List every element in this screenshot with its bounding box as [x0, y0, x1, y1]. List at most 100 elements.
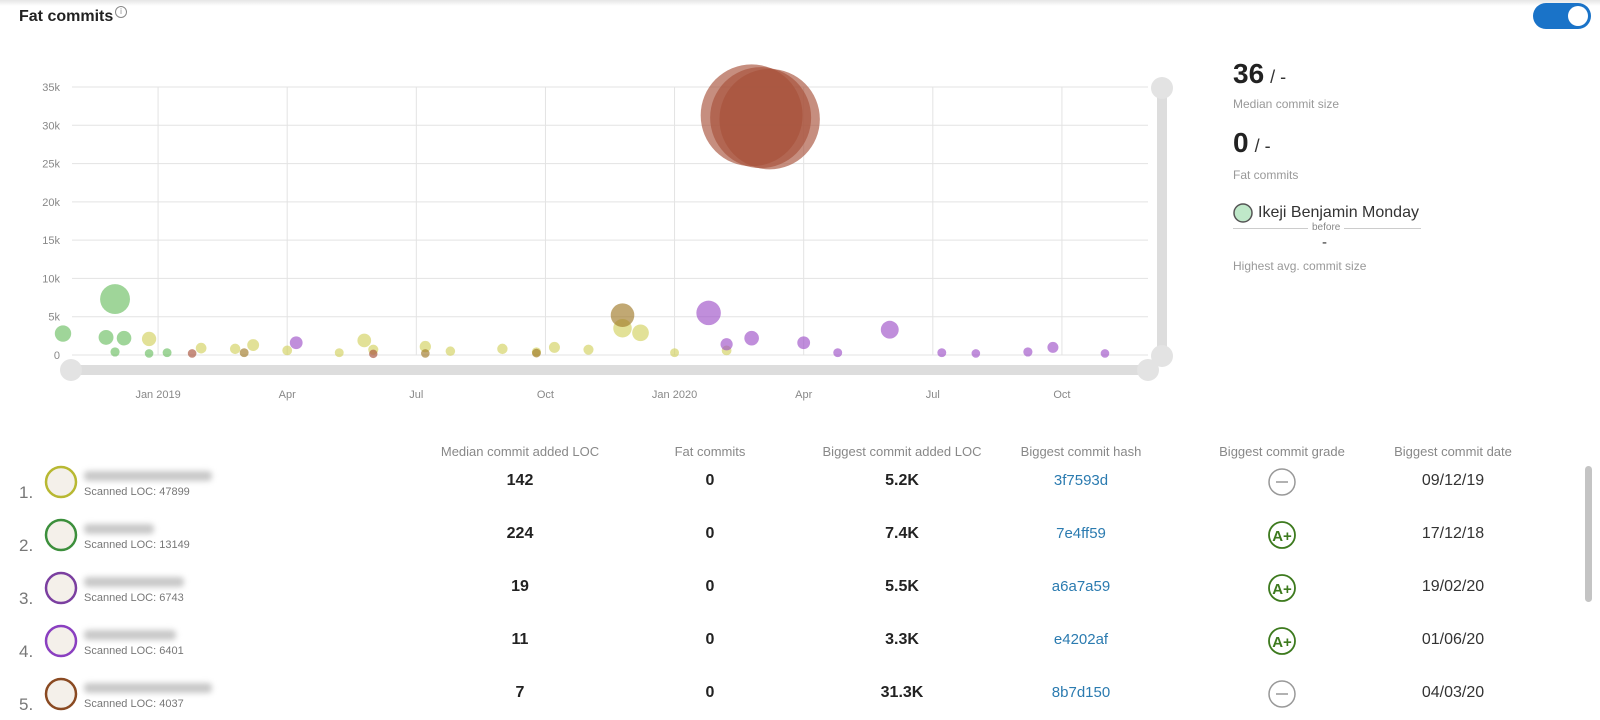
scanned-loc: Scanned LOC: 6401	[84, 645, 184, 657]
bubble	[744, 330, 759, 346]
stat-suffix: / -	[1270, 67, 1287, 87]
fat-commits: 0	[705, 472, 715, 489]
median-loc: 142	[506, 472, 534, 489]
avatar-ring	[44, 677, 78, 711]
x-tick-label: Jan 2020	[652, 389, 697, 401]
commit-hash[interactable]: 3f7593d	[1053, 472, 1109, 489]
stat-label: Highest avg. commit size	[1233, 259, 1367, 273]
median-loc: 7	[515, 684, 525, 701]
grade-icon: A+	[1268, 627, 1296, 655]
avatar-ring	[44, 624, 78, 658]
scrollbar[interactable]	[1585, 466, 1592, 602]
fat-commits: 0	[705, 631, 715, 648]
column-header: Biggest commit hash	[1020, 444, 1142, 459]
bubble	[144, 349, 154, 358]
fat-commits: 0	[705, 578, 715, 595]
bubble	[239, 348, 249, 358]
bubble	[195, 342, 207, 354]
top-shadow	[0, 0, 1600, 6]
blurred-name	[84, 524, 154, 534]
stat-value: 36	[1233, 58, 1265, 89]
grade: A+	[1272, 581, 1292, 598]
x-tick-label: Jan 2019	[135, 389, 180, 401]
toggle-switch[interactable]	[1533, 3, 1591, 29]
commit-hash[interactable]: e4202af	[1053, 631, 1109, 648]
y-tick-label: 15k	[42, 235, 60, 247]
blurred-name	[84, 630, 176, 640]
row-rank: 4.	[19, 642, 34, 661]
column-header: Biggest commit date	[1394, 444, 1512, 459]
bubble	[116, 330, 132, 346]
bubble	[357, 333, 372, 348]
bubble	[880, 320, 899, 339]
info-icon[interactable]: i	[115, 6, 127, 18]
fat-stat: 0 / -	[1233, 127, 1271, 159]
column-header: Median commit added LOC	[440, 444, 600, 459]
v-scroll-handle[interactable]	[1151, 77, 1173, 99]
bubble	[369, 349, 378, 359]
bubble	[282, 345, 293, 356]
avatar[interactable]	[44, 677, 78, 711]
x-tick-label: Apr	[279, 389, 296, 401]
commit-date: 01/06/20	[1421, 631, 1485, 648]
blurred-name	[84, 683, 212, 693]
biggest-loc: 7.4K	[885, 525, 919, 542]
row-rank: 1.	[19, 483, 34, 502]
blurred-name	[84, 577, 184, 587]
commit-date: 04/03/20	[1421, 684, 1485, 701]
x-tick-label: Oct	[1053, 389, 1070, 401]
commit-date: 19/02/20	[1421, 578, 1485, 595]
grade: A+	[1272, 528, 1292, 545]
avatar[interactable]	[44, 518, 78, 552]
bubble	[421, 349, 430, 358]
biggest-loc: 5.2K	[885, 472, 919, 489]
bubble	[289, 336, 303, 350]
stat-value: 0	[1233, 127, 1249, 158]
grade: A+	[1272, 634, 1292, 651]
avatar[interactable]	[44, 571, 78, 605]
column-header: Fat commits	[674, 444, 746, 459]
bubble	[670, 348, 680, 358]
stat-label: Median commit size	[1233, 97, 1340, 111]
commit-hash[interactable]: 8b7d150	[1051, 684, 1111, 701]
blurred-name	[84, 471, 212, 481]
bubble	[720, 338, 733, 351]
fat-commits: 0	[705, 525, 715, 542]
column-header: Biggest commit grade	[1219, 444, 1345, 459]
grade-icon: A+	[1268, 521, 1296, 549]
grade-icon: A+	[1268, 574, 1296, 602]
bubble	[532, 348, 541, 358]
commit-date: 09/12/19	[1421, 472, 1485, 489]
commit-hash[interactable]: 7e4ff59	[1056, 525, 1106, 542]
h-scroll-handle[interactable]	[60, 359, 82, 381]
x-tick-label: Jul	[409, 389, 423, 401]
scrollbars	[60, 77, 1173, 381]
bubble	[583, 344, 594, 355]
avatar-ring	[44, 465, 78, 499]
stat-label: Fat commits	[1233, 168, 1299, 182]
bubble	[632, 324, 649, 342]
bubble	[937, 348, 947, 358]
bubble	[797, 336, 811, 350]
h-scroll-handle[interactable]	[1137, 359, 1159, 381]
bubble	[141, 331, 157, 347]
y-tick-label: 25k	[42, 159, 60, 171]
y-tick-label: 0	[54, 350, 60, 362]
commit-date: 17/12/18	[1421, 525, 1485, 542]
bubble	[98, 329, 114, 345]
grade-icon	[1268, 680, 1296, 708]
commit-hash[interactable]: a6a7a59	[1051, 578, 1111, 595]
avatar[interactable]	[44, 624, 78, 658]
y-tick-label: 5k	[48, 312, 60, 324]
chart: 0 5k 10k 15k 20k 25k 30k 35k Jan 2019 Apr Jul Oct Ja…	[42, 64, 1173, 401]
row-rank: 3.	[19, 589, 34, 608]
stat-suffix: / -	[1254, 136, 1271, 156]
h-scroll-track	[70, 365, 1148, 375]
v-scroll-handle[interactable]	[1151, 345, 1173, 367]
avatar[interactable]	[44, 465, 78, 499]
avatar-ring	[44, 571, 78, 605]
bubble	[247, 339, 260, 351]
bubble	[610, 303, 635, 327]
